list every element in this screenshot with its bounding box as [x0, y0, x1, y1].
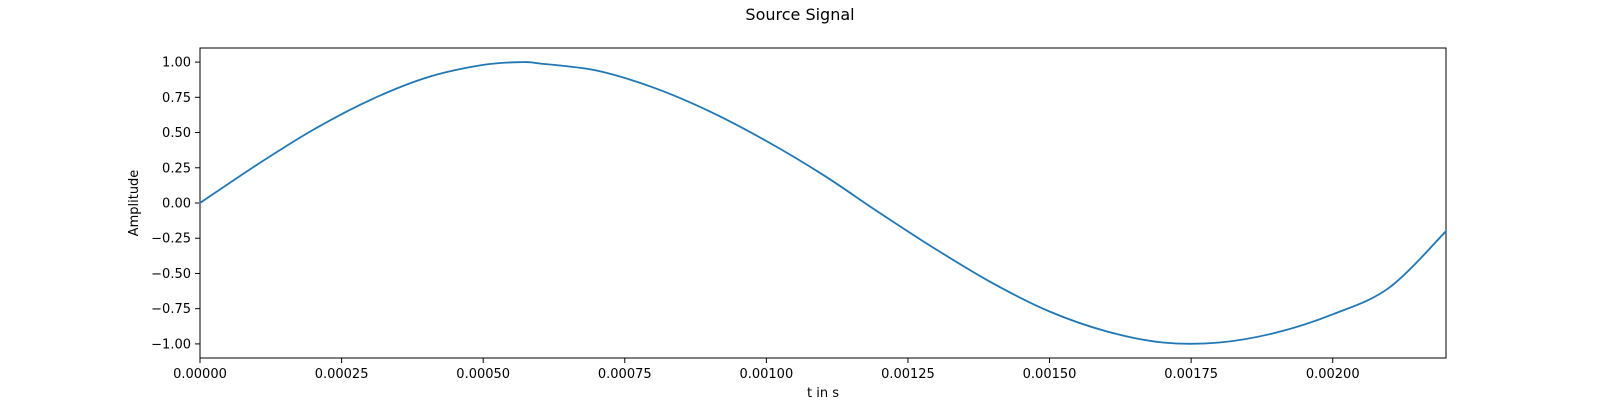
data-point	[199, 202, 200, 203]
data-point	[1162, 342, 1163, 343]
y-axis-label: Amplitude	[127, 170, 142, 237]
data-point	[426, 77, 427, 78]
data-point	[1445, 231, 1446, 232]
x-tick-label: 0.00175	[1164, 367, 1218, 382]
x-tick-label: 0.00200	[1306, 367, 1360, 382]
y-tick-label: 0.25	[162, 161, 191, 176]
data-point	[522, 61, 523, 62]
x-tick-label: 0.00025	[315, 367, 369, 382]
data-point	[1389, 287, 1390, 288]
data-point	[879, 212, 880, 213]
data-point	[1275, 332, 1276, 333]
plot-area-frame	[199, 47, 1447, 359]
data-point	[766, 140, 767, 141]
data-point	[709, 111, 710, 112]
y-tick-label: 0.50	[162, 126, 191, 141]
y-tick-label: −1.00	[151, 337, 191, 352]
y-tick-label: −0.25	[151, 232, 191, 247]
series-points	[199, 61, 1446, 343]
data-point	[936, 249, 937, 250]
data-point	[822, 174, 823, 175]
data-point	[596, 70, 597, 71]
x-axis-label: t in s	[807, 386, 839, 400]
data-point	[313, 129, 314, 130]
y-tick-label: 1.00	[162, 56, 191, 71]
data-point	[369, 100, 370, 101]
x-tick-label: 0.00075	[598, 367, 652, 382]
series-line	[199, 61, 1447, 345]
x-tick-label: 0.00100	[739, 367, 793, 382]
data-point	[539, 63, 540, 64]
data-point	[992, 283, 993, 284]
x-axis-ticks: 0.00000 0.00025 0.00050 0.00075 0.00100 0.001…	[173, 358, 1360, 382]
data-point	[1332, 314, 1333, 315]
data-point	[1106, 331, 1107, 332]
data-point	[256, 164, 257, 165]
x-tick-label: 0.00125	[881, 367, 935, 382]
data-point	[1219, 342, 1220, 343]
y-tick-label: −0.50	[151, 267, 191, 282]
data-point	[652, 87, 653, 88]
x-tick-label: 0.00000	[173, 367, 227, 382]
y-tick-label: 0.00	[162, 197, 191, 212]
chart-title: Source Signal	[745, 5, 854, 24]
y-tick-label: 0.75	[162, 91, 191, 106]
x-tick-label: 0.00050	[456, 367, 510, 382]
x-tick-label: 0.00150	[1023, 367, 1077, 382]
data-point	[483, 64, 484, 65]
y-tick-label: −0.75	[151, 302, 191, 317]
y-axis-ticks: 1.00 0.75 0.50 0.25 0.00 −0.25 −0.50 −0.75 −1.00	[151, 56, 200, 352]
data-point	[1049, 311, 1050, 312]
